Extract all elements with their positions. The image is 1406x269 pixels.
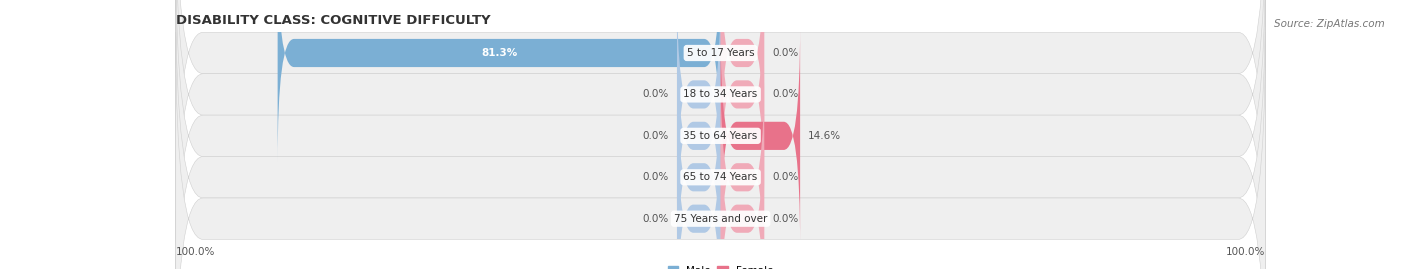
Text: 0.0%: 0.0% [643,89,669,100]
Text: 100.0%: 100.0% [1226,247,1265,257]
Text: Source: ZipAtlas.com: Source: ZipAtlas.com [1274,19,1385,29]
FancyBboxPatch shape [721,108,765,269]
Text: 0.0%: 0.0% [772,172,799,182]
FancyBboxPatch shape [721,67,765,269]
FancyBboxPatch shape [678,26,721,246]
FancyBboxPatch shape [678,0,721,205]
Text: 5 to 17 Years: 5 to 17 Years [686,48,755,58]
Text: 65 to 74 Years: 65 to 74 Years [683,172,758,182]
FancyBboxPatch shape [721,0,765,163]
FancyBboxPatch shape [721,0,765,205]
FancyBboxPatch shape [176,0,1265,269]
Text: 100.0%: 100.0% [176,247,215,257]
FancyBboxPatch shape [678,67,721,269]
Text: 14.6%: 14.6% [808,131,841,141]
Text: 0.0%: 0.0% [772,214,799,224]
FancyBboxPatch shape [176,0,1265,269]
FancyBboxPatch shape [176,0,1265,239]
Text: 0.0%: 0.0% [772,48,799,58]
Text: DISABILITY CLASS: COGNITIVE DIFFICULTY: DISABILITY CLASS: COGNITIVE DIFFICULTY [176,14,491,27]
Text: 35 to 64 Years: 35 to 64 Years [683,131,758,141]
Text: 0.0%: 0.0% [643,214,669,224]
FancyBboxPatch shape [721,26,800,246]
FancyBboxPatch shape [277,0,721,163]
FancyBboxPatch shape [678,108,721,269]
Text: 0.0%: 0.0% [643,131,669,141]
Text: 81.3%: 81.3% [481,48,517,58]
Text: 0.0%: 0.0% [772,89,799,100]
FancyBboxPatch shape [176,32,1265,269]
Legend: Male, Female: Male, Female [664,261,778,269]
FancyBboxPatch shape [176,0,1265,269]
Text: 0.0%: 0.0% [643,172,669,182]
Text: 75 Years and over: 75 Years and over [673,214,768,224]
Text: 18 to 34 Years: 18 to 34 Years [683,89,758,100]
